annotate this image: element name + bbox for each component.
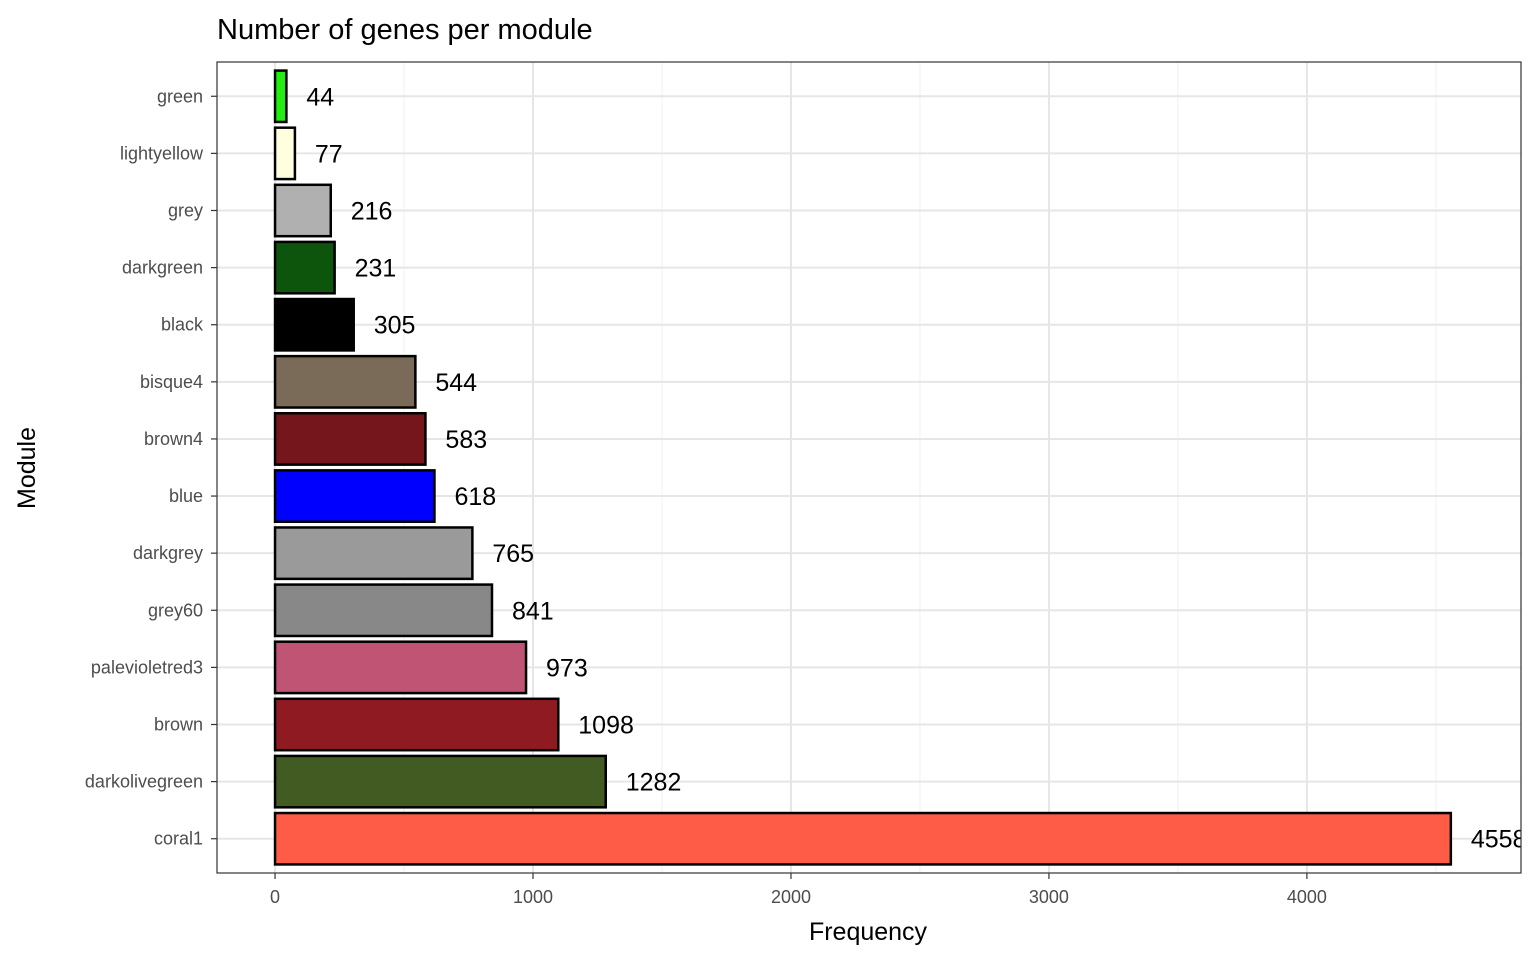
data-label-brown4: 583 <box>445 426 487 454</box>
x-tick-label: 2000 <box>771 887 811 907</box>
data-label-bisque4: 544 <box>435 369 477 397</box>
bar-blue <box>273 469 436 524</box>
data-label-lightyellow: 77 <box>315 140 343 168</box>
bar-brown4 <box>273 411 427 466</box>
y-tick-label: darkgreen <box>122 258 203 278</box>
x-axis-title: Frequency <box>809 918 928 946</box>
y-axis: green lightyellow grey darkgreen black bisque… <box>85 86 217 849</box>
y-tick-label: blue <box>169 486 203 506</box>
data-label-darkgrey: 765 <box>492 540 534 568</box>
bar-lightyellow <box>273 126 297 181</box>
bar-green <box>273 69 288 124</box>
y-tick-label: green <box>157 86 203 106</box>
bar-coral1 <box>273 811 1453 866</box>
data-label-darkolivegreen: 1282 <box>626 769 682 797</box>
bar-darkgreen <box>273 240 336 295</box>
y-tick-label: brown4 <box>144 429 203 449</box>
bar-darkgrey <box>273 526 474 581</box>
y-tick-label: palevioletred3 <box>91 657 203 677</box>
y-axis-title: Module <box>13 427 41 509</box>
data-label-brown: 1098 <box>578 712 634 740</box>
y-tick-label: bisque4 <box>140 372 203 392</box>
bar-darkolivegreen <box>273 754 607 809</box>
x-axis: 0 1000 2000 3000 4000 <box>270 873 1327 907</box>
data-label-green: 44 <box>306 83 334 111</box>
data-label-grey: 216 <box>351 197 393 225</box>
data-label-palevioletred3: 973 <box>546 654 588 682</box>
data-label-coral1: 4558 <box>1471 826 1527 854</box>
bars <box>273 69 1453 866</box>
data-label-black: 305 <box>374 312 416 340</box>
bar-palevioletred3 <box>273 640 528 695</box>
y-tick-label: lightyellow <box>120 143 204 163</box>
y-tick-label: grey <box>168 200 203 220</box>
bar-brown <box>273 697 560 752</box>
data-labels: 44 77 216 231 305 544 583 618 765 841 973 1098 1282 4… <box>306 83 1527 854</box>
panel-border <box>216 61 1522 874</box>
data-label-blue: 618 <box>454 483 496 511</box>
data-label-darkgreen: 231 <box>355 255 397 283</box>
y-tick-label: grey60 <box>148 600 203 620</box>
y-tick-label: brown <box>154 715 203 735</box>
bar-grey60 <box>273 583 494 638</box>
chart-title: Number of genes per module <box>217 14 593 46</box>
x-tick-label: 1000 <box>513 887 553 907</box>
bar-bisque4 <box>273 354 417 409</box>
x-tick-label: 4000 <box>1287 887 1327 907</box>
bar-grey <box>273 183 333 238</box>
x-tick-label: 0 <box>270 887 280 907</box>
data-label-grey60: 841 <box>512 597 554 625</box>
y-tick-label: coral1 <box>154 829 203 849</box>
y-tick-label: black <box>161 315 204 335</box>
y-tick-label: darkolivegreen <box>85 772 203 792</box>
bar-black <box>273 297 355 352</box>
y-tick-label: darkgrey <box>133 543 203 563</box>
x-tick-label: 3000 <box>1029 887 1069 907</box>
